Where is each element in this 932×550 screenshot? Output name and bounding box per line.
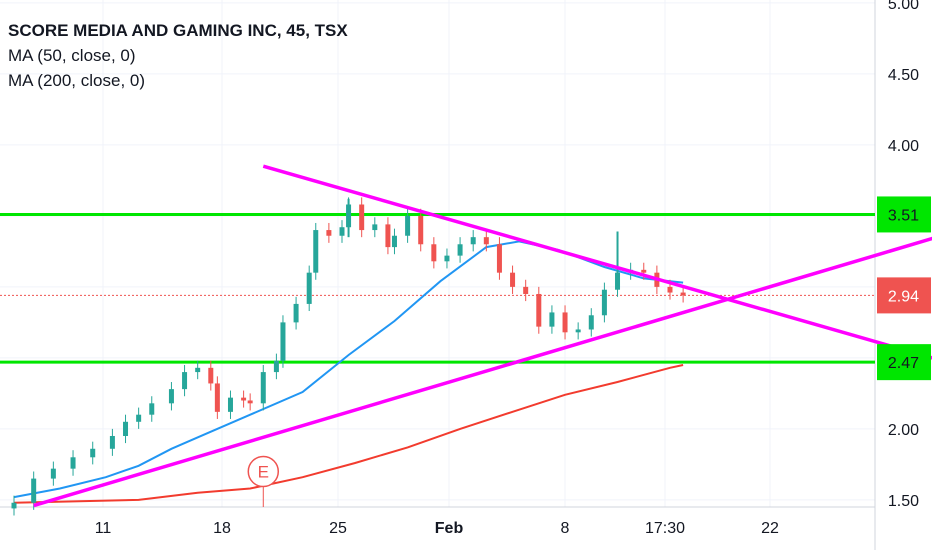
y-tick-label: 5.00: [888, 0, 919, 13]
level-label-text-0: 3.51: [888, 207, 919, 224]
ma200-line: [13, 364, 684, 504]
candle-body: [601, 289, 607, 316]
candle-body: [483, 237, 489, 245]
candle-body: [536, 293, 542, 327]
earnings-event-label: E: [258, 462, 269, 481]
candle-body: [109, 435, 115, 449]
candle-body: [457, 244, 463, 256]
candle-body: [293, 303, 299, 323]
candle-body: [431, 244, 437, 262]
legend-ma50: MA (50, close, 0): [8, 46, 136, 65]
candle-body: [359, 204, 365, 231]
candle-body: [405, 215, 411, 236]
x-tick-label: 18: [213, 520, 231, 537]
candle-body: [549, 312, 555, 327]
candle-body: [280, 322, 286, 361]
candle-body: [227, 397, 233, 412]
candle-body: [168, 389, 174, 404]
level-label-text-1: 2.47: [888, 355, 919, 372]
candle-body: [136, 414, 142, 422]
candle-body: [339, 227, 345, 236]
trendline-0: [262, 164, 932, 360]
candle-body: [260, 372, 266, 404]
y-tick-label: 4.50: [888, 67, 919, 84]
candle-body: [562, 312, 568, 333]
candle-body: [444, 255, 450, 262]
candle-body: [195, 367, 201, 373]
chart-title: SCORE MEDIA AND GAMING INC, 45, TSX: [8, 21, 348, 40]
candle-body: [588, 315, 594, 330]
candle-body: [391, 235, 397, 248]
candle-body: [418, 215, 424, 245]
x-tick-label: Feb: [435, 520, 464, 537]
y-tick-label: 2.00: [888, 422, 919, 439]
candle-body: [273, 360, 279, 373]
candle-body: [523, 286, 529, 294]
level-label-box-0: [877, 196, 931, 233]
x-tick-label: 17:30: [645, 520, 685, 537]
x-tick-label: 11: [95, 520, 112, 537]
chart-legend: SCORE MEDIA AND GAMING INC, 45, TSX MA (…: [8, 18, 348, 93]
x-tick-label: 25: [329, 520, 347, 537]
candle-body: [214, 383, 220, 412]
candle-body: [90, 448, 96, 458]
last-price-label-text: 2.94: [888, 288, 919, 305]
candle-body: [11, 502, 17, 509]
legend-ma200: MA (200, close, 0): [8, 71, 146, 90]
candle-body: [31, 478, 37, 503]
candle-body: [575, 329, 581, 333]
candle-body: [182, 372, 188, 390]
x-tick-label: 22: [761, 520, 779, 537]
y-tick-label: 4.00: [888, 138, 919, 155]
candle-body: [510, 272, 516, 287]
candle-body: [247, 400, 253, 404]
candle-body: [50, 468, 56, 479]
candle-body: [241, 397, 247, 401]
trendline-1: [33, 236, 932, 508]
candle-body: [70, 457, 76, 469]
candle-body: [306, 272, 312, 304]
candle-body: [313, 230, 319, 273]
candle-body: [496, 244, 502, 273]
candle-body: [470, 237, 476, 245]
level-label-box-1: [877, 344, 931, 381]
y-tick-label: 1.50: [888, 493, 919, 510]
last-price-label-box: [877, 277, 931, 314]
candle-body: [680, 292, 686, 296]
candle-body: [208, 367, 214, 384]
ma50-line: [13, 240, 684, 499]
candle-body: [149, 403, 155, 415]
candle-body: [385, 224, 391, 248]
candle-body: [641, 269, 647, 273]
candle-body: [123, 421, 129, 436]
candle-body: [667, 286, 673, 293]
candle-body: [326, 230, 332, 236]
x-tick-label: 8: [561, 520, 570, 537]
candle-body: [372, 224, 378, 231]
